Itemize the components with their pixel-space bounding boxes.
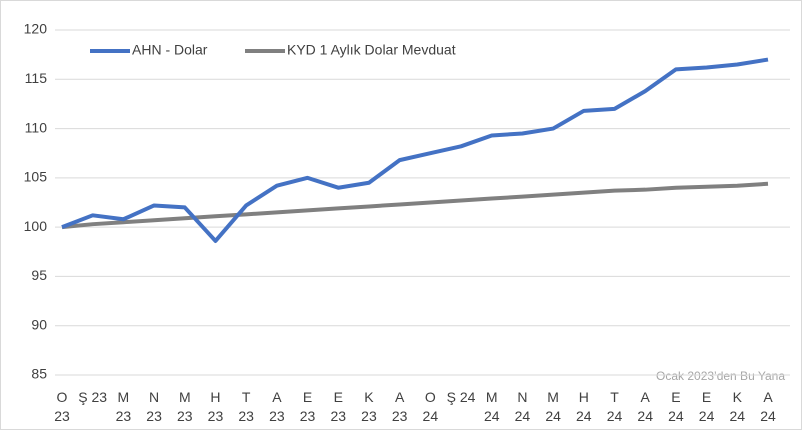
x-tick-label: Ş 24 [446,389,476,405]
y-tick-label: 100 [24,218,48,234]
y-tick-label: 90 [31,316,47,332]
x-tick-label: A 23 [269,389,285,424]
x-tick-label: A 24 [637,389,653,424]
x-tick-label: Ş 23 [78,389,108,405]
x-tick-label: M 24 [545,389,561,424]
x-tick-label: N 24 [514,389,531,424]
x-tick-label: H 24 [576,389,592,424]
y-tick-label: 95 [31,267,47,283]
x-tick-label: O 24 [422,389,439,424]
x-tick-label: M 23 [115,389,132,424]
y-tick-label: 115 [25,70,48,86]
annotation: Ocak 2023’den Bu Yana [656,369,785,383]
x-tick-label: T 23 [238,389,254,424]
x-tick-label: H 23 [207,389,224,424]
x-tick-label: T 24 [606,389,623,424]
series-line [61,181,769,230]
x-tick-label: E 23 [330,389,347,424]
x-tick-label: K 24 [729,389,746,424]
x-tick-label: E 23 [299,389,316,424]
y-tick-label: 120 [24,21,48,37]
x-tick-label: O 23 [54,389,70,424]
series-line [61,57,769,243]
legend-label: KYD 1 Aylık Dolar Mevduat [287,42,456,58]
x-tick-label: K 23 [361,389,377,424]
x-tick-label: A 24 [760,389,776,424]
legend-label: AHN - Dolar [132,42,208,58]
x-tick-label: N 23 [146,389,162,424]
y-tick-label: 105 [24,169,48,185]
x-tick-label: M 23 [176,389,193,424]
x-tick-label: A 23 [391,389,408,424]
x-tick-label: E 24 [698,389,715,424]
x-tick-label: M 24 [483,389,500,424]
y-tick-label: 110 [25,119,48,135]
x-tick-label: E 24 [668,389,684,424]
y-tick-label: 85 [31,366,47,382]
